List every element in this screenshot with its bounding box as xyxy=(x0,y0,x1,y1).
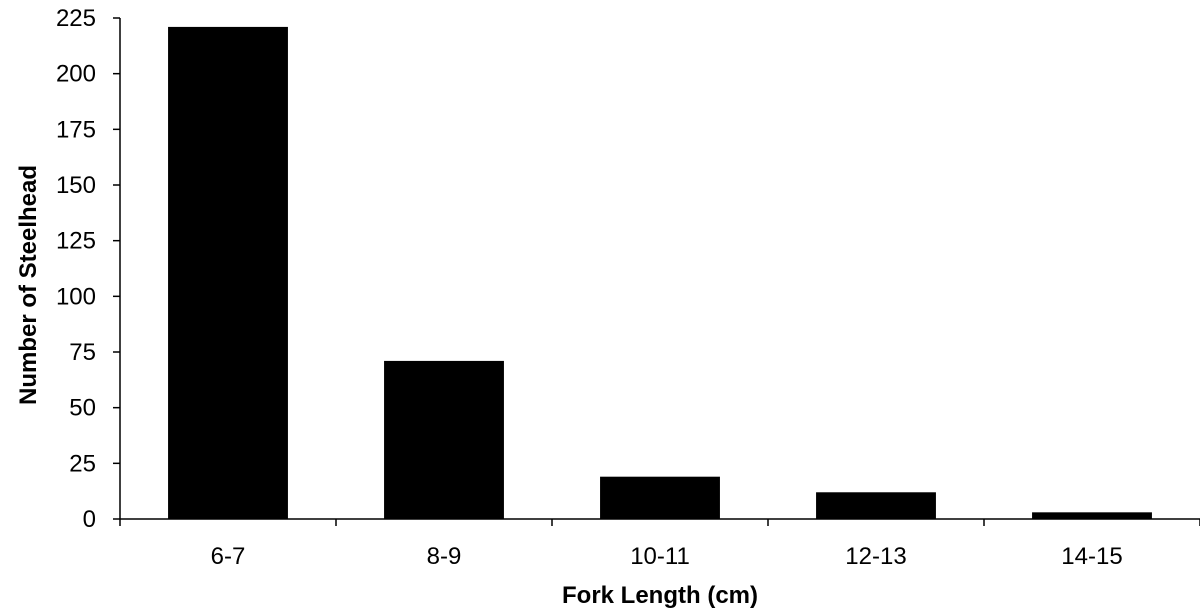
y-tick-label: 150 xyxy=(56,172,96,199)
y-tick-label: 175 xyxy=(56,116,96,143)
bar-6-7 xyxy=(168,26,288,519)
y-tick-label: 0 xyxy=(83,506,96,533)
x-tick-label: 8-9 xyxy=(427,543,462,570)
y-tick-label: 125 xyxy=(56,228,96,255)
y-tick-label: 25 xyxy=(69,450,96,477)
y-tick-label: 225 xyxy=(56,5,96,32)
x-ticks: 6-7 8-9 10-11 12-13 14-15 xyxy=(119,519,1200,570)
axes xyxy=(119,18,1200,520)
y-tick-label: 200 xyxy=(56,61,96,88)
y-tick-label: 75 xyxy=(69,339,96,366)
bar-12-13 xyxy=(816,492,936,519)
y-axis-title: Number of Steelhead xyxy=(15,165,42,405)
bar-8-9 xyxy=(384,360,504,519)
y-tick-label: 50 xyxy=(69,395,96,422)
bar-14-15 xyxy=(1032,512,1152,519)
x-tick-label: 12-13 xyxy=(845,543,906,570)
x-tick-label: 6-7 xyxy=(211,543,246,570)
x-axis-title: Fork Length (cm) xyxy=(562,582,758,609)
y-ticks: 0 25 50 75 100 125 150 175 200 225 xyxy=(56,5,120,533)
bars xyxy=(168,26,1152,519)
x-tick-label: 14-15 xyxy=(1061,543,1122,570)
x-tick-label: 10-11 xyxy=(630,543,690,570)
y-tick-label: 100 xyxy=(56,283,96,310)
bar-10-11 xyxy=(600,476,720,519)
